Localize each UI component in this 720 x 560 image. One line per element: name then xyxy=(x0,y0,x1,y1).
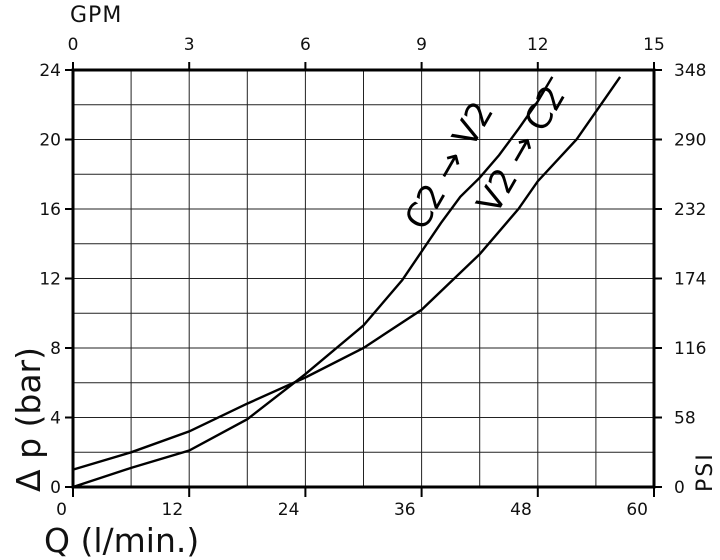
x2-tick-label: 0 xyxy=(68,35,79,55)
y-tick-label: 16 xyxy=(39,200,61,220)
x-tick-label: 0 xyxy=(56,500,67,520)
axis-labels: GPM PSI Q (l/min.) Δ p (bar) xyxy=(9,3,718,560)
x-tick-label: 12 xyxy=(162,500,184,520)
series-label-c2-v2: C2 → V2 xyxy=(397,95,502,237)
y-tick-label: 0 xyxy=(50,478,61,498)
series-line-v2-to-c2 xyxy=(72,76,622,471)
x-axis-title: Q (l/min.) xyxy=(44,521,199,560)
y-tick-label: 4 xyxy=(50,409,61,429)
series-label-v2-c2: V2 → C2 xyxy=(469,79,574,221)
y2-tick-label: 58 xyxy=(674,409,696,429)
y2-tick-label: 232 xyxy=(674,200,706,220)
y-tick-label: 12 xyxy=(39,270,61,290)
grid xyxy=(73,70,654,487)
x2-tick-label: 15 xyxy=(643,35,665,55)
x-tick-label: 48 xyxy=(510,500,532,520)
y-tick-label: 8 xyxy=(50,339,61,359)
x-tick-label: 36 xyxy=(394,500,416,520)
x2-axis-title: GPM xyxy=(70,3,122,28)
axis-ticks: 0 12 24 36 48 600 3 6 9 12 15048121620240581161742… xyxy=(39,35,706,520)
x2-tick-label: 6 xyxy=(300,35,311,55)
x2-tick-label: 9 xyxy=(416,35,427,55)
x2-tick-label: 3 xyxy=(184,35,195,55)
y2-tick-label: 174 xyxy=(674,270,706,290)
series-line-c2-to-v2 xyxy=(72,76,554,489)
y-tick-label: 20 xyxy=(39,131,61,151)
y2-tick-label: 116 xyxy=(674,339,706,359)
x-tick-label: 60 xyxy=(626,500,648,520)
series-group xyxy=(72,76,622,489)
y2-tick-label: 348 xyxy=(674,61,706,81)
y-axis-title: Δ p (bar) xyxy=(9,347,48,492)
y2-tick-label: 290 xyxy=(674,131,706,151)
y2-tick-label: 0 xyxy=(674,478,685,498)
series-labels: C2 → V2 V2 → C2 xyxy=(397,79,574,237)
x-tick-label: 24 xyxy=(278,500,300,520)
y-tick-label: 24 xyxy=(39,61,61,81)
x2-tick-label: 12 xyxy=(527,35,549,55)
y2-axis-title: PSI xyxy=(693,452,718,492)
